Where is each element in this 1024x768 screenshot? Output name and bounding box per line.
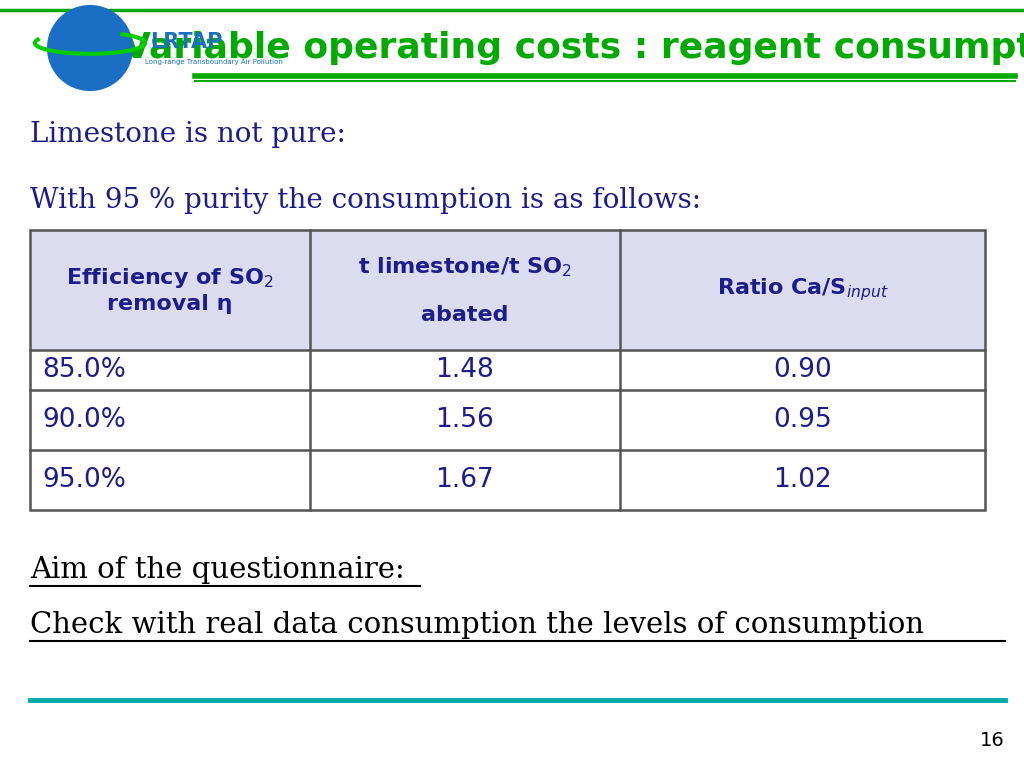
Text: 1.67: 1.67: [435, 467, 495, 493]
Bar: [620, 450, 985, 510]
Text: t limestone/t SO$_2$

abated: t limestone/t SO$_2$ abated: [358, 255, 572, 325]
Text: 0.90: 0.90: [773, 357, 831, 383]
Circle shape: [48, 6, 132, 90]
Text: 1.02: 1.02: [773, 467, 831, 493]
Bar: [310, 230, 620, 350]
Text: Aim of the questionnaire:: Aim of the questionnaire:: [30, 556, 404, 584]
Text: With 95 % purity the consumption is as follows:: With 95 % purity the consumption is as f…: [30, 187, 701, 214]
Text: Limestone is not pure:: Limestone is not pure:: [30, 121, 346, 148]
Bar: [620, 350, 985, 390]
Bar: [30, 450, 310, 510]
Bar: [620, 230, 985, 350]
Bar: [30, 230, 985, 510]
Bar: [310, 390, 620, 450]
Text: 85.0%: 85.0%: [42, 357, 126, 383]
Bar: [620, 390, 985, 450]
Bar: [310, 450, 620, 510]
Text: Check with real data consumption the levels of consumption: Check with real data consumption the lev…: [30, 611, 924, 639]
Bar: [30, 230, 310, 350]
Text: 1.48: 1.48: [435, 357, 495, 383]
Bar: [30, 390, 310, 450]
Bar: [310, 350, 620, 390]
Text: LRTAP: LRTAP: [150, 32, 222, 52]
Text: Long-range Transboundary Air Pollution: Long-range Transboundary Air Pollution: [145, 59, 283, 65]
Text: 1.56: 1.56: [435, 407, 495, 433]
Bar: [30, 350, 310, 390]
Text: Ratio Ca/S$_{input}$: Ratio Ca/S$_{input}$: [717, 276, 889, 303]
Text: Efficiency of SO$_2$
removal η: Efficiency of SO$_2$ removal η: [67, 266, 273, 313]
Text: 16: 16: [980, 730, 1005, 750]
Text: 90.0%: 90.0%: [42, 407, 126, 433]
Text: 95.0%: 95.0%: [42, 467, 126, 493]
Text: Variable operating costs : reagent consumption: Variable operating costs : reagent consu…: [123, 31, 1024, 65]
Text: 0.95: 0.95: [773, 407, 831, 433]
